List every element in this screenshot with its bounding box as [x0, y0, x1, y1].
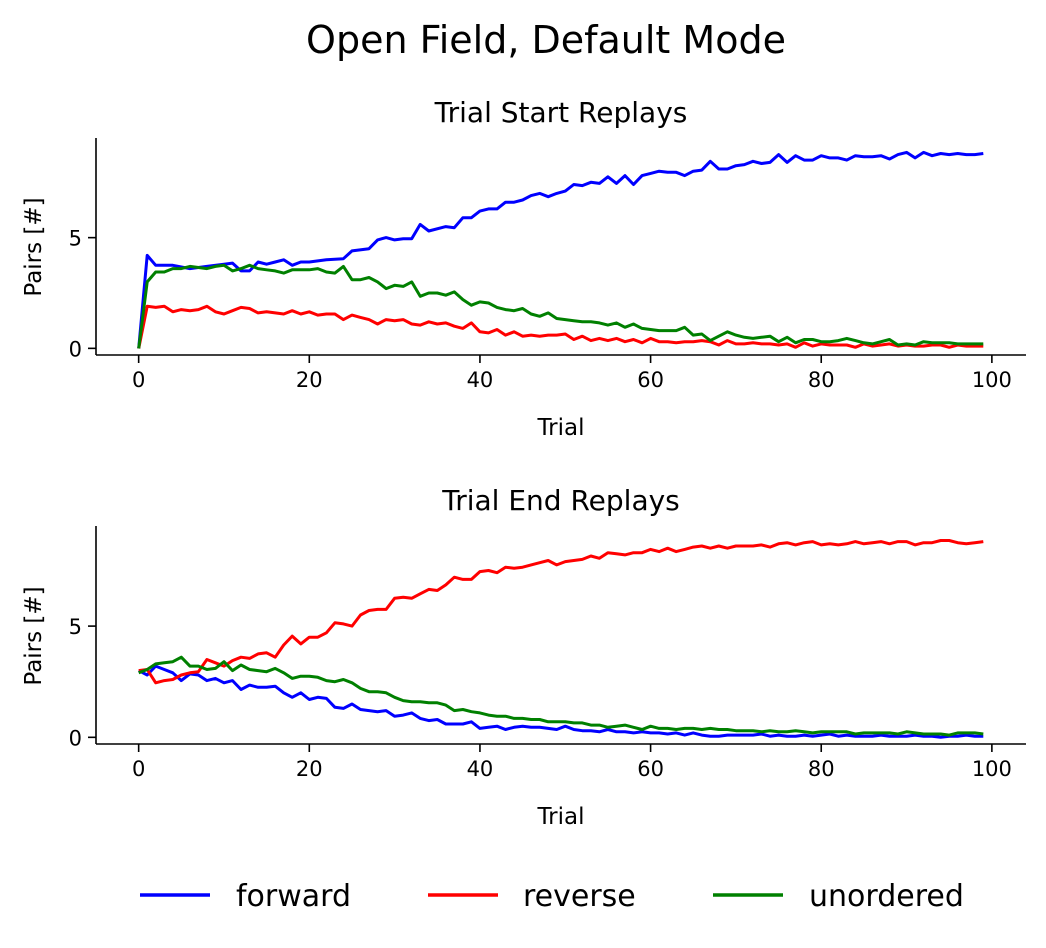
series-line-reverse [138, 539, 984, 685]
x-tick-label: 0 [132, 368, 145, 392]
subplot-title: Trial End Replays [441, 484, 680, 517]
series-line-forward [137, 150, 984, 349]
y-tick-label: 0 [69, 337, 82, 361]
legend-entry-unordered: unordered [713, 879, 964, 914]
series-lines [137, 150, 984, 349]
x-axis-label: Trial [537, 415, 585, 441]
x-tick-label: 80 [808, 368, 835, 392]
legend-entry-reverse: reverse [428, 879, 636, 914]
series-line-unordered [138, 655, 984, 737]
x-ticks: 0 20 40 60 80 100 [132, 744, 1012, 781]
series-line-forward [138, 664, 984, 739]
y-axis-label: Pairs [#] [21, 586, 47, 685]
x-tick-label: 40 [467, 757, 494, 781]
legend-label-reverse: reverse [523, 879, 636, 914]
y-ticks: 05 [69, 227, 96, 361]
x-tick-label: 60 [637, 757, 664, 781]
subplot-title: Trial Start Replays [434, 96, 688, 129]
legend-label-forward: forward [236, 879, 351, 914]
subplot-trial-end: Trial End Replays 0 20 40 60 80 100 05 Trial … [21, 484, 1026, 830]
x-tick-label: 20 [296, 757, 323, 781]
legend: forward reverse unordered [140, 879, 964, 914]
x-tick-label: 100 [972, 757, 1012, 781]
x-tick-label: 0 [132, 757, 145, 781]
y-axis-label: Pairs [#] [21, 197, 47, 296]
x-tick-label: 80 [808, 757, 835, 781]
y-tick-label: 0 [69, 726, 82, 750]
x-tick-label: 20 [296, 368, 323, 392]
series-lines [138, 539, 984, 739]
legend-entry-forward: forward [140, 879, 351, 914]
x-tick-label: 100 [972, 368, 1012, 392]
x-axis-label: Trial [537, 804, 585, 830]
x-tick-label: 40 [467, 368, 494, 392]
y-ticks: 05 [69, 615, 96, 750]
x-tick-label: 60 [637, 368, 664, 392]
subplot-trial-start: Trial Start Replays 0 20 40 60 80 100 05 Tria… [21, 96, 1026, 441]
y-tick-label: 5 [69, 615, 82, 639]
legend-label-unordered: unordered [809, 879, 964, 914]
x-ticks: 0 20 40 60 80 100 [132, 355, 1012, 392]
figure-title: Open Field, Default Mode [306, 18, 786, 62]
series-line-unordered [137, 263, 984, 349]
series-line-reverse [137, 304, 984, 349]
y-tick-label: 5 [69, 227, 82, 251]
